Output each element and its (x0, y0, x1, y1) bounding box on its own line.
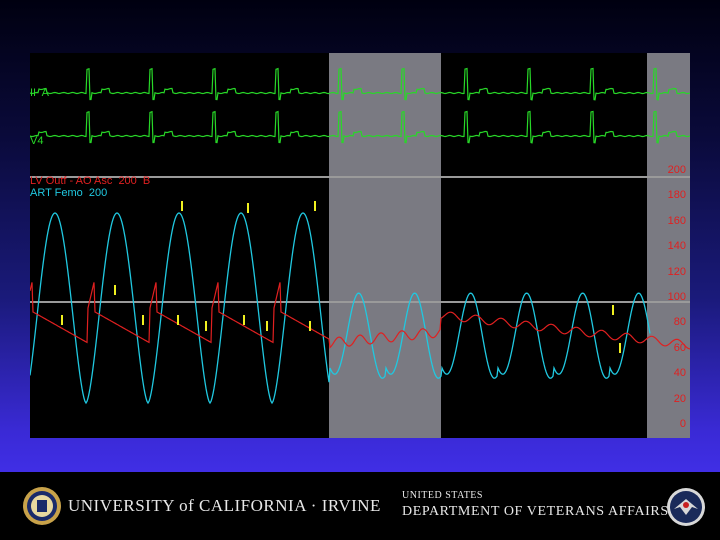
scale-tick-label: 100 (667, 291, 686, 303)
art-femoral-pressure-label: ART Femo 200 (30, 187, 108, 199)
scale-tick-label: 120 (667, 265, 686, 278)
va-united-states: UNITED STATES (402, 490, 483, 501)
hemodynamic-monitor-display: II A V4 LV Outf - AO Asc 200 B ART Femo … (30, 53, 690, 438)
waveform-canvas (30, 53, 690, 438)
scale-tick-label: 180 (667, 189, 686, 202)
lv-ao-trace (30, 282, 690, 350)
scale-tick-label: 140 (667, 240, 686, 253)
university-name: UNIVERSITY of CALIFORNIA · IRVINE (68, 496, 381, 515)
scale-tick-label: 0 (679, 418, 686, 430)
va-seal-icon (667, 488, 705, 526)
lead-label-v4: V4 (30, 135, 44, 147)
footer-bar: UNIVERSITY of CALIFORNIA · IRVINE UNITED… (0, 472, 720, 540)
art-femoral-trace (30, 212, 651, 405)
ecg-trace-lead-v4 (30, 110, 690, 144)
scale-tick-label: 20 (673, 392, 686, 405)
scale-tick-label: 160 (667, 214, 686, 227)
scale-tick-label: 80 (673, 316, 686, 329)
scale-tick-label: 40 (673, 367, 686, 380)
highlight-band (329, 53, 441, 438)
lv-ao-pressure-label: LV Outf - AO Asc 200 B (30, 175, 151, 187)
va-department-name: DEPARTMENT OF VETERANS AFFAIRS (402, 504, 669, 519)
lead-label-ii: II A (30, 87, 49, 99)
ecg-trace-lead-ii (30, 67, 690, 101)
scale-tick-label: 200 (667, 164, 686, 176)
scale-tick-label: 60 (673, 341, 686, 354)
uc-seal-icon (23, 487, 61, 525)
